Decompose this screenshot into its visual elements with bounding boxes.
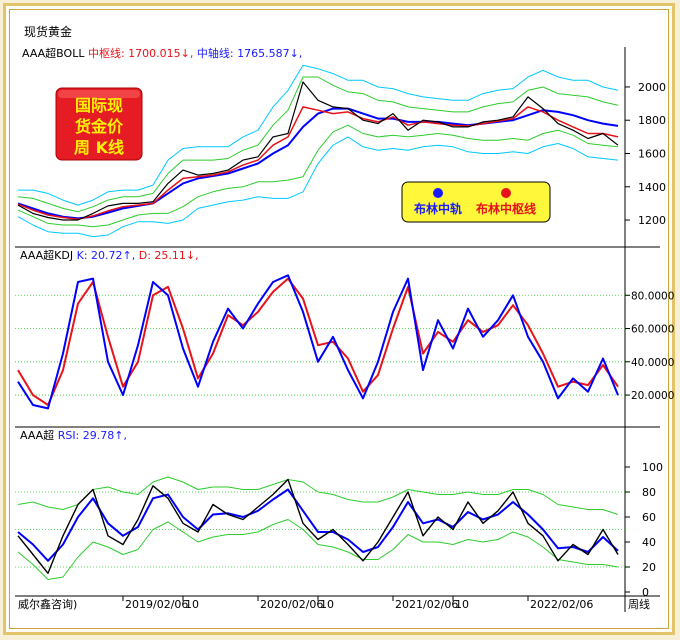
boll-mid-label: 中枢线: 1700.015↓, <box>88 46 193 60</box>
legend-label-mid: 布林中轨 <box>414 201 462 216</box>
badge-line-1: 国际现 <box>75 96 123 115</box>
xtick-label: 10 <box>320 598 334 611</box>
svg-text:AAA超KDJ K: 20.72↑, D:: AAA超KDJ K: 20.72↑, D: 25.11↓, <box>20 248 199 262</box>
rsi-label: RSI: 29.78↑, <box>58 429 127 442</box>
kdj-ytick-label: 40.0000 <box>631 357 674 369</box>
footer-period: 周线 <box>628 597 650 611</box>
weekly-gold-badge: 国际现 货金价 周 K线 <box>55 87 143 161</box>
rsi-upper-band <box>17 476 619 515</box>
xtick-label: 2021/02/06 <box>395 598 458 611</box>
kdj-d-label: D: 25.11↓, <box>139 249 199 262</box>
boll-ytick-label: 1800 <box>638 114 666 127</box>
boll-upper-band <box>17 76 619 213</box>
svg-text:AAA超BOLL 中枢线: 1700.015↓,: AAA超BOLL 中枢线: 1700.015↓, 中轴线: 1765.587↓, <box>22 46 302 60</box>
boll-outer-lower-line <box>17 136 619 238</box>
boll-ytick-label: 1400 <box>638 181 666 194</box>
boll-price-line <box>17 81 619 221</box>
boll-legend: 布林中轨 布林中枢线 <box>401 181 551 223</box>
boll-ytick-label: 1600 <box>638 147 666 160</box>
badge-line-2: 货金价 <box>75 117 124 136</box>
boll-lower-band <box>17 124 619 228</box>
kdj-k-line <box>17 274 619 410</box>
kdj-ytick-label: 60.0000 <box>631 324 674 336</box>
xtick-label: 10 <box>185 598 199 611</box>
kdj-ytick-label: 80.0000 <box>631 290 674 302</box>
xtick-label: 2020/02/06 <box>260 598 323 611</box>
boll-pivot-line <box>17 106 619 220</box>
xtick-label: 10 <box>455 598 469 611</box>
badge-line-3: 周 K线 <box>74 138 124 157</box>
rsi-lower-band <box>17 519 619 580</box>
footer-source: 威尔鑫咨询) <box>18 597 77 611</box>
boll-chart <box>17 64 619 238</box>
boll-outer-upper-line <box>18 64 619 206</box>
boll-ytick-label: 2000 <box>638 81 666 94</box>
rsi-ytick-label: 20 <box>642 561 656 574</box>
svg-text:AAA超 RSI: 29.78↑,: AAA超 RSI: 29.78↑, <box>20 428 127 442</box>
kdj-chart <box>15 274 625 410</box>
legend-label-pivot: 布林中枢线 <box>476 201 536 216</box>
boll-prefix: AAA超BOLL <box>22 46 85 60</box>
window-title: 现货黄金 <box>24 24 72 39</box>
boll-ytick-label: 1200 <box>638 214 666 227</box>
kdj-ytick-label: 20.0000 <box>631 390 674 402</box>
rsi-ma-line <box>17 488 619 562</box>
legend-dot-red <box>501 188 511 198</box>
rsi-ytick-label: 0 <box>642 586 649 599</box>
kdj-k-label: K: 20.72↑, <box>77 249 136 262</box>
rsi-chart <box>15 476 625 580</box>
xtick-label: 2022/02/06 <box>530 598 593 611</box>
rsi-prefix: AAA超 <box>20 428 54 442</box>
rsi-line <box>17 478 619 574</box>
xtick-label: 2019/02/06 <box>125 598 188 611</box>
rsi-ytick-label: 100 <box>642 461 663 474</box>
boll-axis-label: 中轴线: 1765.587↓, <box>197 46 302 60</box>
rsi-ytick-label: 40 <box>642 536 656 549</box>
legend-dot-blue <box>433 188 443 198</box>
rsi-ytick-label: 80 <box>642 486 656 499</box>
boll-mid-line <box>17 107 619 220</box>
axes: 1200 1400 1600 1800 2000 20.0000 40.0000 60.000… <box>122 81 674 611</box>
rsi-ytick-label: 60 <box>642 511 656 524</box>
kdj-prefix: AAA超KDJ <box>20 248 73 262</box>
